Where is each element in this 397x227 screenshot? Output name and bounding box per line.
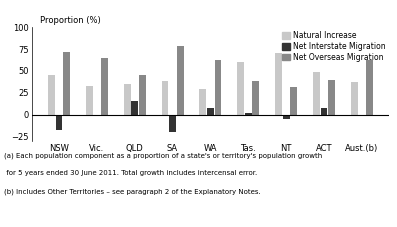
Bar: [366, 60, 373, 115]
Bar: [162, 81, 168, 115]
Text: (b) Includes Other Territories – see paragraph 2 of the Explanatory Notes.: (b) Includes Other Territories – see par…: [4, 188, 261, 195]
Bar: [320, 108, 328, 115]
Text: for 5 years ended 30 June 2011. Total growth includes intercensal error.: for 5 years ended 30 June 2011. Total gr…: [4, 170, 257, 176]
Bar: [290, 87, 297, 115]
Bar: [63, 52, 70, 115]
Legend: Natural Increase, Net Interstate Migration, Net Overseas Migration: Natural Increase, Net Interstate Migrati…: [282, 31, 385, 62]
Bar: [124, 84, 131, 115]
Bar: [237, 62, 244, 115]
Bar: [351, 82, 358, 115]
Bar: [56, 115, 62, 130]
Bar: [169, 115, 176, 132]
Bar: [245, 113, 252, 115]
Text: Proportion (%): Proportion (%): [40, 16, 101, 25]
Bar: [139, 75, 146, 115]
Bar: [131, 101, 138, 115]
Bar: [275, 53, 282, 115]
Bar: [252, 81, 259, 115]
Bar: [86, 86, 93, 115]
Bar: [214, 60, 222, 115]
Text: (a) Each population component as a proportion of a state's or territory's popula: (a) Each population component as a propo…: [4, 152, 322, 159]
Bar: [207, 108, 214, 115]
Bar: [283, 115, 289, 119]
Bar: [313, 72, 320, 115]
Bar: [199, 89, 206, 115]
Bar: [328, 80, 335, 115]
Bar: [48, 75, 55, 115]
Bar: [101, 58, 108, 115]
Bar: [177, 46, 183, 115]
